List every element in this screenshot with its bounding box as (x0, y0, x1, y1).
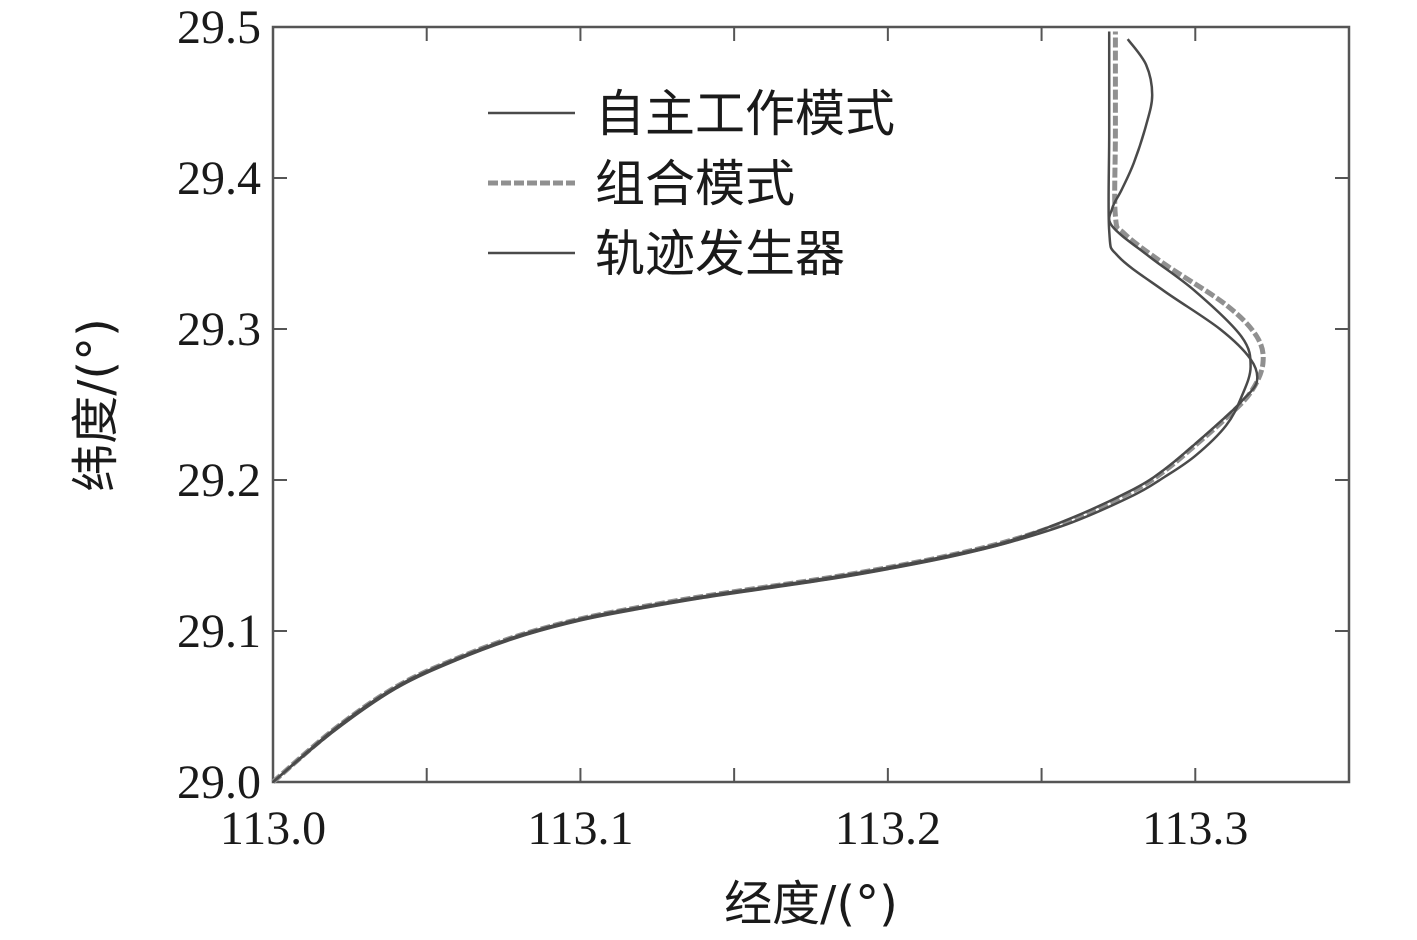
x-tick-label: 113.0 (220, 802, 326, 855)
y-axis-title: 纬度/(°) (68, 318, 124, 492)
plot-frame (271, 25, 1351, 784)
legend-label-1: 自主工作模式 (595, 85, 895, 143)
y-tick-label: 29.5 (177, 1, 261, 54)
plot-area (271, 25, 1351, 784)
x-tick-labels: 113.0 113.1 113.2 113.3 (220, 802, 1249, 855)
y-tick-labels: 29.0 29.1 29.2 29.3 29.4 29.5 (177, 1, 261, 809)
x-tick-label: 113.3 (1142, 802, 1248, 855)
y-tick-label: 29.4 (177, 152, 261, 205)
x-tick-label: 113.2 (835, 802, 941, 855)
series-line-3 (272, 31, 1259, 783)
y-tick-label: 29.1 (177, 605, 261, 658)
legend-label-2: 组合模式 (595, 155, 795, 213)
series-line-2 (271, 31, 1266, 784)
y-tick-label: 29.3 (177, 303, 261, 356)
x-tick-label: 113.1 (527, 802, 633, 855)
legend-label-3: 轨迹发生器 (595, 225, 845, 283)
series-lines (271, 31, 1266, 784)
series-line-1 (272, 38, 1252, 783)
y-tick-label: 29.0 (177, 756, 261, 809)
x-axis-title: 经度/(°) (724, 876, 898, 932)
y-tick-label: 29.2 (177, 454, 261, 507)
